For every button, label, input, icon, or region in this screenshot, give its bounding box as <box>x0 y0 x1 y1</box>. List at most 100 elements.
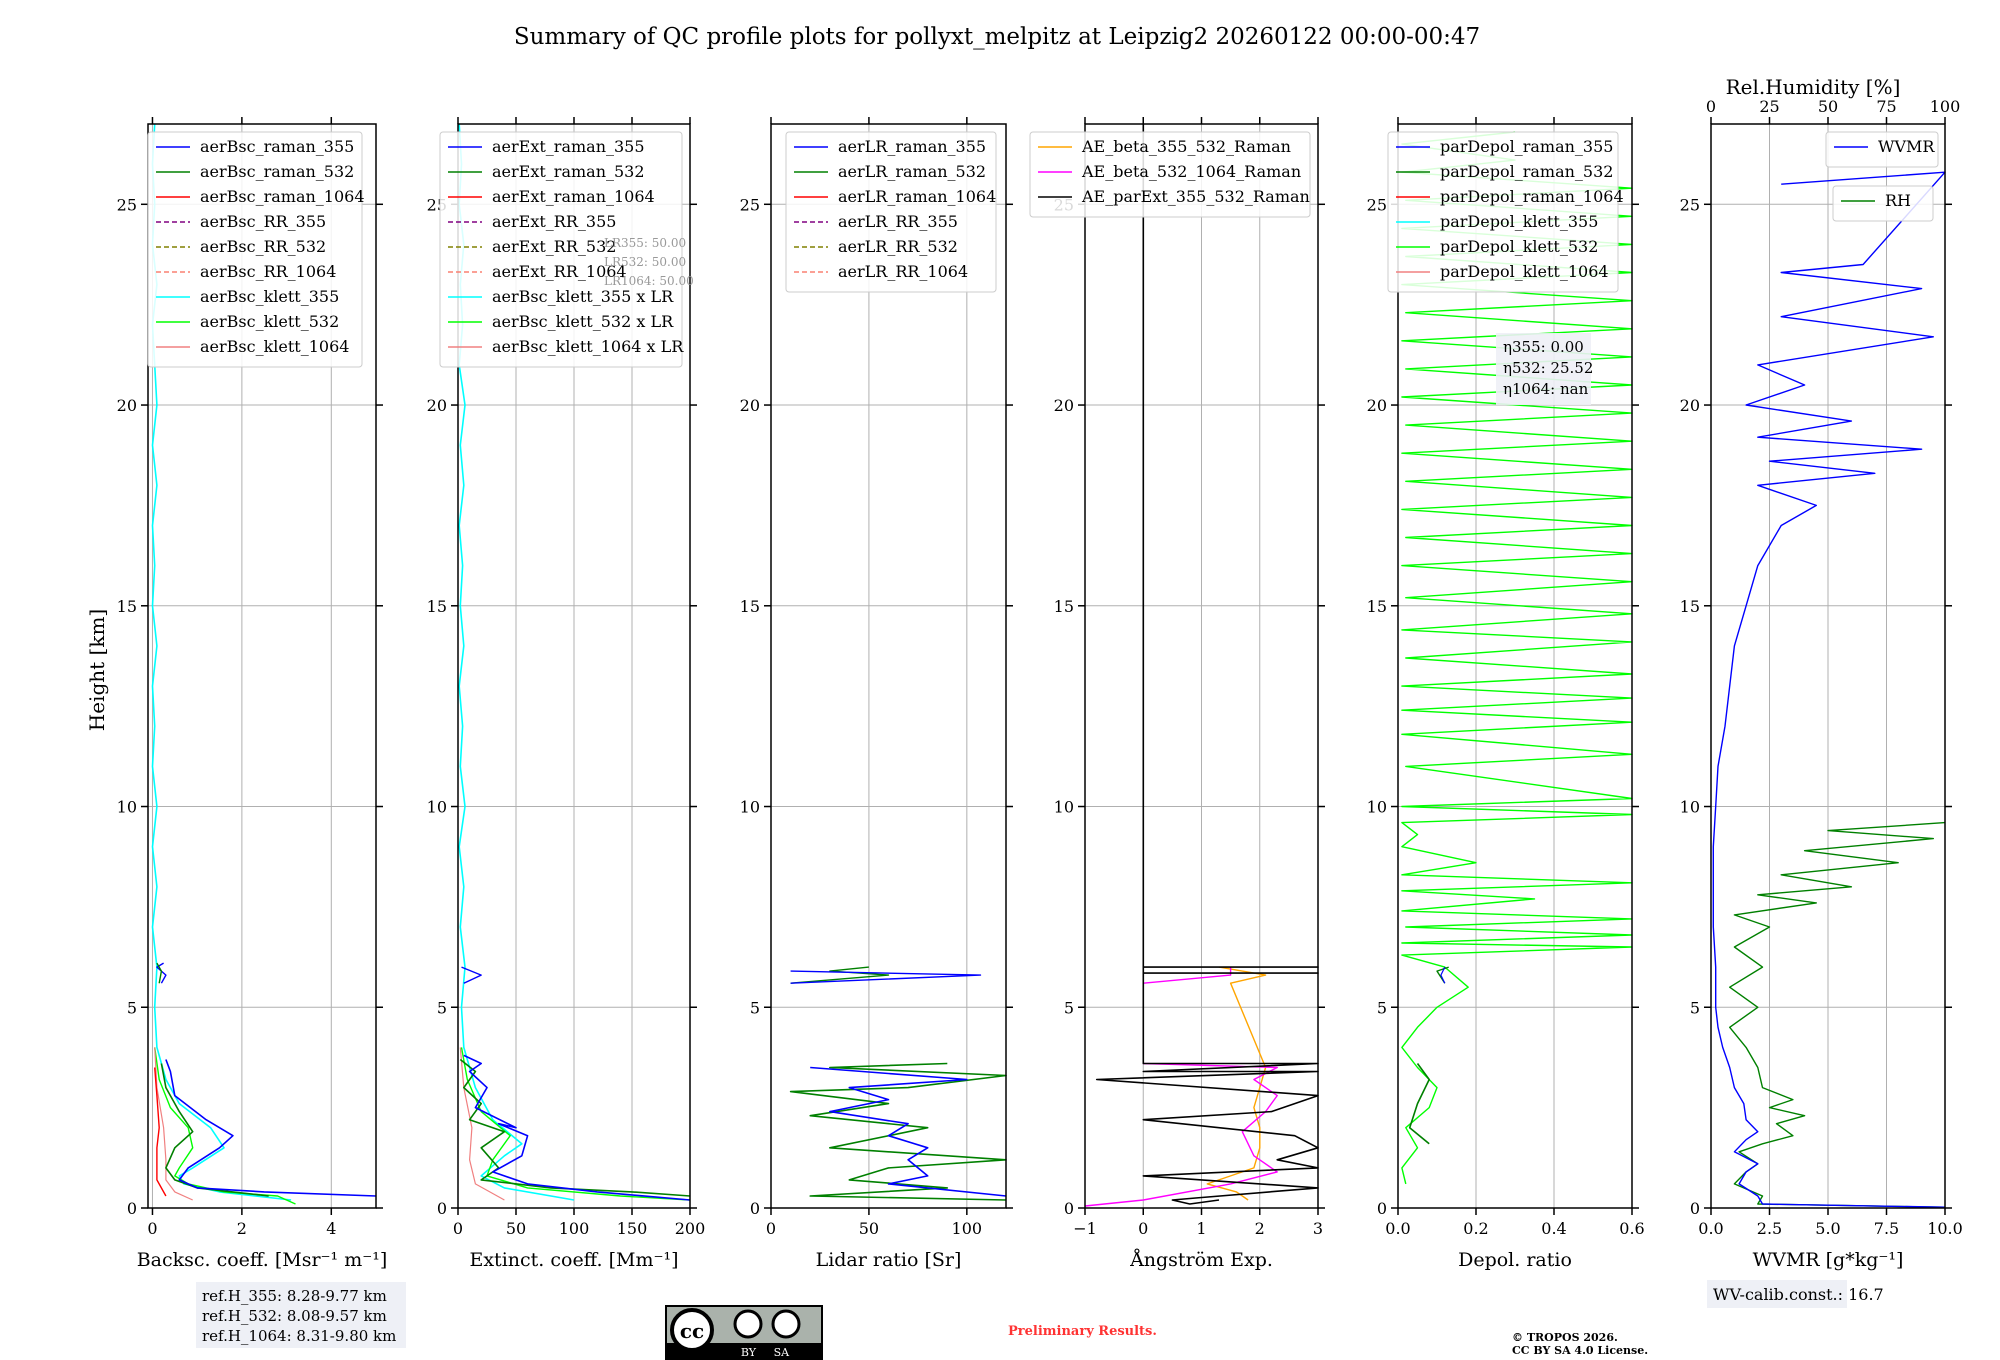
copyright-text: © TROPOS 2026. CC BY SA 4.0 License. <box>1512 1331 1648 1357</box>
preliminary-text: Preliminary Results. <box>1008 1324 1157 1339</box>
legend-label: aerBsc_RR_1064 <box>200 262 336 281</box>
eta-532: η532: 25.52 <box>1503 359 1593 377</box>
legend-label: aerLR_RR_1064 <box>838 262 968 281</box>
ref-height-355: ref.H_355: 8.28-9.77 km <box>202 1287 387 1305</box>
y-tick-label: 5 <box>1377 998 1387 1017</box>
figure-title: Summary of QC profile plots for pollyxt_… <box>514 24 1480 50</box>
series-AE_parExt_355_532_Raman <box>1095 124 1319 1205</box>
series-aerExt_raman_355_upper <box>461 966 482 984</box>
legend-label: aerLR_raman_355 <box>838 137 986 156</box>
y-tick-label: 0 <box>1064 1199 1074 1218</box>
x-tick-label: 0 <box>147 1219 157 1238</box>
legend-label: aerExt_raman_355 <box>492 137 645 156</box>
series-aerExt_raman_532 <box>459 1058 691 1197</box>
legend-label: aerBsc_klett_355 <box>200 287 339 306</box>
y-tick-label: 15 <box>1367 597 1387 616</box>
legend-label: aerBsc_klett_1064 x LR <box>492 337 684 356</box>
axes-frame <box>770 123 1007 1209</box>
panel-5: 0.0 0.2 0.4 0.6 0 5 10 15 20 25 Depol. ratio parDep… <box>1367 117 1645 1271</box>
legend-label: aerBsc_RR_532 <box>200 237 326 256</box>
series-AE_beta_355_532_Raman <box>1206 966 1267 1201</box>
lr-note-1064: LR1064: 50.00 <box>604 274 694 288</box>
y-tick-label: 15 <box>740 597 760 616</box>
legend-label: aerExt_raman_1064 <box>492 187 655 206</box>
x-tick-label: 0.2 <box>1463 1219 1488 1238</box>
y-tick-label: 5 <box>437 998 447 1017</box>
y-tick-label: 10 <box>1367 798 1387 817</box>
legend-label: parDepol_raman_355 <box>1440 137 1613 156</box>
legend-box <box>1029 131 1311 218</box>
legend-label: aerBsc_raman_1064 <box>200 187 365 206</box>
legend-label: aerBsc_klett_532 x LR <box>492 312 674 331</box>
series-aerLR_raman_532 <box>789 1062 1007 1201</box>
y-tick-label: 20 <box>1367 396 1387 415</box>
legend-label: aerLR_raman_1064 <box>838 187 996 206</box>
eta-box-bg <box>1496 333 1591 405</box>
secondary-x-tick-label: 100 <box>1930 97 1961 116</box>
cc-license-logo: cc BY SA <box>665 1305 823 1360</box>
cc-icon-text: cc <box>680 1319 704 1343</box>
y-tick-label: 15 <box>117 597 137 616</box>
legend-label: aerBsc_raman_532 <box>200 162 354 181</box>
x-tick-label: 0.4 <box>1541 1219 1566 1238</box>
axes-frame <box>147 123 377 1209</box>
y-tick-label: 10 <box>427 798 447 817</box>
legend-label: parDepol_klett_532 <box>1440 237 1598 256</box>
ref-height-532: ref.H_532: 8.08-9.57 km <box>202 1307 387 1325</box>
legend-label: aerLR_RR_355 <box>838 212 958 231</box>
legend-label: aerExt_RR_532 <box>492 237 616 256</box>
legend-box <box>439 131 683 368</box>
x-tick-label: 0 <box>766 1219 776 1238</box>
series-aerBsc_raman_355 <box>165 1059 377 1197</box>
y-tick-label: 10 <box>1054 798 1074 817</box>
ref-height-box-bg <box>196 1282 406 1348</box>
x-tick-label: 2 <box>237 1219 247 1238</box>
y-tick-label: 20 <box>1680 396 1700 415</box>
legend-label: aerBsc_klett_532 <box>200 312 339 331</box>
eta-355: η355: 0.00 <box>1503 338 1584 356</box>
series-aerBsc_raman_532 <box>160 1063 269 1197</box>
sa-icon <box>771 1309 801 1339</box>
y-tick-label: 0 <box>1690 1199 1700 1218</box>
series-aerExt_raman_355 <box>463 1054 691 1201</box>
legend-label: parDepol_raman_532 <box>1440 162 1613 181</box>
series-aerLR_raman_355 <box>810 1066 1007 1197</box>
panel-6: 0.0 2.5 5.0 7.5 10.0 0 5 10 15 20 25 0 25 50 75 100 WVMR… <box>1680 97 1963 1271</box>
y-tick-label: 25 <box>1367 195 1387 214</box>
wv-calib-box: WV-calib.const.: 16.7 <box>1707 1280 1884 1308</box>
series-aerBsc_klett_1064 x LR <box>459 1047 505 1201</box>
y-tick-label: 10 <box>1680 798 1700 817</box>
legend: aerBsc_raman_355 aerBsc_raman_532 aerBsc_r… <box>147 131 365 368</box>
x-tick-label: 150 <box>617 1219 648 1238</box>
panel-3: 0 50 100 0 5 10 15 20 25 Lidar ratio [Sr] aerLR_ra… <box>740 117 1013 1271</box>
x-tick-label: 2.5 <box>1757 1219 1782 1238</box>
legend: aerExt_raman_355 aerExt_raman_532 aerExt_r… <box>439 131 684 368</box>
y-tick-label: 20 <box>427 396 447 415</box>
y-tick-label: 20 <box>740 396 760 415</box>
lr-notes: LR355: 50.00 LR532: 50.00 LR1064: 50.00 <box>604 236 694 288</box>
legend-box <box>1825 131 1939 168</box>
ref-height-1064: ref.H_1064: 8.31-9.80 km <box>202 1327 396 1345</box>
secondary-x-tick-label: 0 <box>1706 97 1716 116</box>
copyright-line-1: © TROPOS 2026. <box>1512 1331 1618 1344</box>
legend-box <box>1387 131 1619 293</box>
series-aerLR_raman_355_upper <box>790 970 982 984</box>
legend-box <box>785 131 997 293</box>
y-tick-label: 10 <box>117 798 137 817</box>
legend: aerLR_raman_355 aerLR_raman_532 aerLR_rama… <box>785 131 997 293</box>
x-axis-label: Extinct. coeff. [Mm⁻¹] <box>469 1249 678 1271</box>
legend-label: AE_parExt_355_532_Raman <box>1081 187 1310 206</box>
y-tick-label: 0 <box>437 1199 447 1218</box>
panel-4: −101230510152025Ångström Exp.AE_beta_355… <box>1029 117 1325 1271</box>
x-axis-label: Lidar ratio [Sr] <box>816 1249 962 1271</box>
x-tick-label: 10.0 <box>1927 1219 1963 1238</box>
x-tick-label: 100 <box>952 1219 983 1238</box>
x-axis-label: WVMR [g*kg⁻¹] <box>1753 1249 1904 1271</box>
legend-label: aerLR_RR_532 <box>838 237 958 256</box>
legend-label: aerBsc_RR_355 <box>200 212 326 231</box>
legend-label: aerBsc_klett_1064 <box>200 337 349 356</box>
x-tick-label: 7.5 <box>1874 1219 1899 1238</box>
y-axis-label: Height [km] <box>85 609 109 731</box>
